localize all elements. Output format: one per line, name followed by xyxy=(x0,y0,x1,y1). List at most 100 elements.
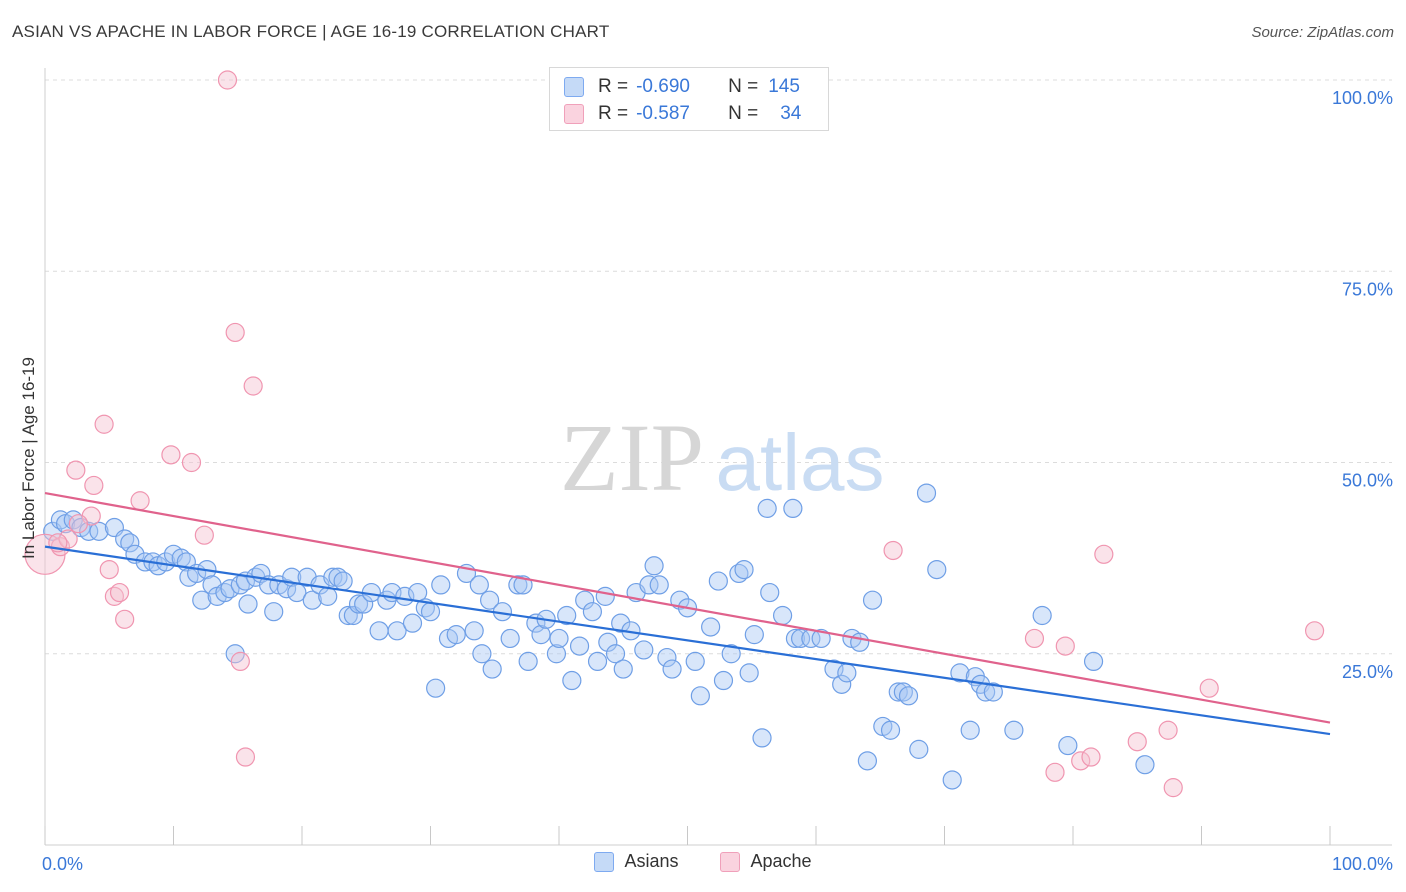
point-asians xyxy=(420,602,441,622)
point-apache xyxy=(883,540,903,561)
legend-swatch-apache xyxy=(720,851,741,872)
point-asians xyxy=(192,590,212,610)
stats-r-label: R = xyxy=(598,76,629,97)
point-asians xyxy=(500,628,520,649)
point-apache xyxy=(235,747,256,767)
x-tick-label: 100.0% xyxy=(1332,854,1393,874)
point-asians xyxy=(595,586,615,606)
point-asians xyxy=(790,628,811,649)
point-asians xyxy=(744,625,764,645)
point-asians xyxy=(605,644,626,664)
point-asians xyxy=(464,621,484,641)
point-asians xyxy=(1004,720,1024,740)
point-asians xyxy=(757,498,777,518)
point-asians xyxy=(302,590,322,610)
stats-swatch-asians xyxy=(564,77,584,97)
watermark: ZIP atlas xyxy=(560,404,884,511)
point-asians xyxy=(760,582,780,603)
watermark-atlas: atlas xyxy=(716,418,885,507)
point-asians xyxy=(469,575,489,595)
point-apache xyxy=(1024,628,1045,649)
point-apache xyxy=(68,514,89,534)
stats-n-label: N = xyxy=(728,103,759,124)
point-asians xyxy=(598,632,618,652)
legend-item-apache[interactable]: Apache xyxy=(720,851,812,872)
point-asians xyxy=(276,579,297,599)
legend-swatch-asians xyxy=(594,851,615,872)
point-asians xyxy=(611,613,631,633)
point-apache xyxy=(1081,747,1101,767)
stats-n-label: N = xyxy=(728,76,759,97)
point-asians xyxy=(639,575,659,595)
point-apache xyxy=(1163,778,1183,798)
point-asians xyxy=(657,647,677,668)
y-tick-label: 100.0% xyxy=(1332,88,1393,108)
point-asians xyxy=(582,602,603,622)
point-asians xyxy=(690,686,710,706)
y-axis-label: In Labor Force | Age 16-19 xyxy=(19,357,38,559)
point-asians xyxy=(701,617,721,637)
point-asians xyxy=(983,682,1003,702)
point-asians xyxy=(708,571,728,591)
point-asians xyxy=(323,567,343,587)
y-tick-label: 25.0% xyxy=(1342,662,1393,682)
point-asians xyxy=(880,720,901,740)
stats-r-label: R = xyxy=(598,103,629,124)
point-asians xyxy=(1083,651,1104,672)
point-apache xyxy=(66,460,86,480)
point-asians xyxy=(557,605,577,626)
point-apache xyxy=(181,452,202,473)
point-asians xyxy=(713,670,734,691)
point-asians xyxy=(721,644,741,664)
legend-label-asians: Asians xyxy=(624,851,679,871)
stats-row-asians: R = -0.690 N = 145 xyxy=(564,74,800,100)
point-asians xyxy=(215,582,235,603)
point-asians xyxy=(634,640,654,660)
point-asians xyxy=(811,628,831,649)
point-apache xyxy=(94,414,114,434)
point-asians xyxy=(950,663,970,683)
axes xyxy=(44,68,1392,846)
point-asians xyxy=(328,567,348,587)
point-asians xyxy=(79,521,99,541)
point-apache xyxy=(84,475,104,496)
point-asians xyxy=(115,529,135,549)
point-apache xyxy=(1045,762,1065,782)
point-asians xyxy=(238,594,258,614)
point-asians xyxy=(587,651,608,672)
point-asians xyxy=(482,659,502,679)
point-apache xyxy=(217,70,238,90)
point-asians xyxy=(909,739,929,759)
point-apache xyxy=(115,609,135,629)
point-asians xyxy=(783,498,803,518)
point-asians xyxy=(63,510,83,530)
point-asians xyxy=(837,663,857,683)
point-asians xyxy=(513,575,533,595)
stats-swatch-apache xyxy=(564,104,584,124)
point-apache xyxy=(1304,621,1325,641)
point-asians xyxy=(431,575,451,595)
point-asians xyxy=(824,659,844,679)
point-asians xyxy=(888,682,908,702)
point-asians xyxy=(1135,755,1155,775)
point-asians xyxy=(729,563,749,584)
point-apache xyxy=(230,651,250,672)
point-asians xyxy=(387,621,407,641)
point-apache xyxy=(104,586,124,606)
point-apache xyxy=(1158,720,1178,740)
point-asians xyxy=(1058,735,1078,756)
point-apache xyxy=(161,445,181,465)
point-apache xyxy=(225,322,245,343)
point-apache xyxy=(58,529,78,549)
point-asians xyxy=(264,602,284,622)
y-tick-label: 75.0% xyxy=(1342,279,1393,299)
point-apache xyxy=(1199,678,1219,698)
point-asians xyxy=(531,625,551,645)
point-asians xyxy=(354,594,374,614)
point-asians xyxy=(333,571,353,591)
point-asians xyxy=(649,575,669,595)
point-asians xyxy=(89,521,109,541)
point-asians xyxy=(472,644,492,664)
legend-item-asians[interactable]: Asians xyxy=(594,851,678,872)
point-asians xyxy=(857,751,878,771)
